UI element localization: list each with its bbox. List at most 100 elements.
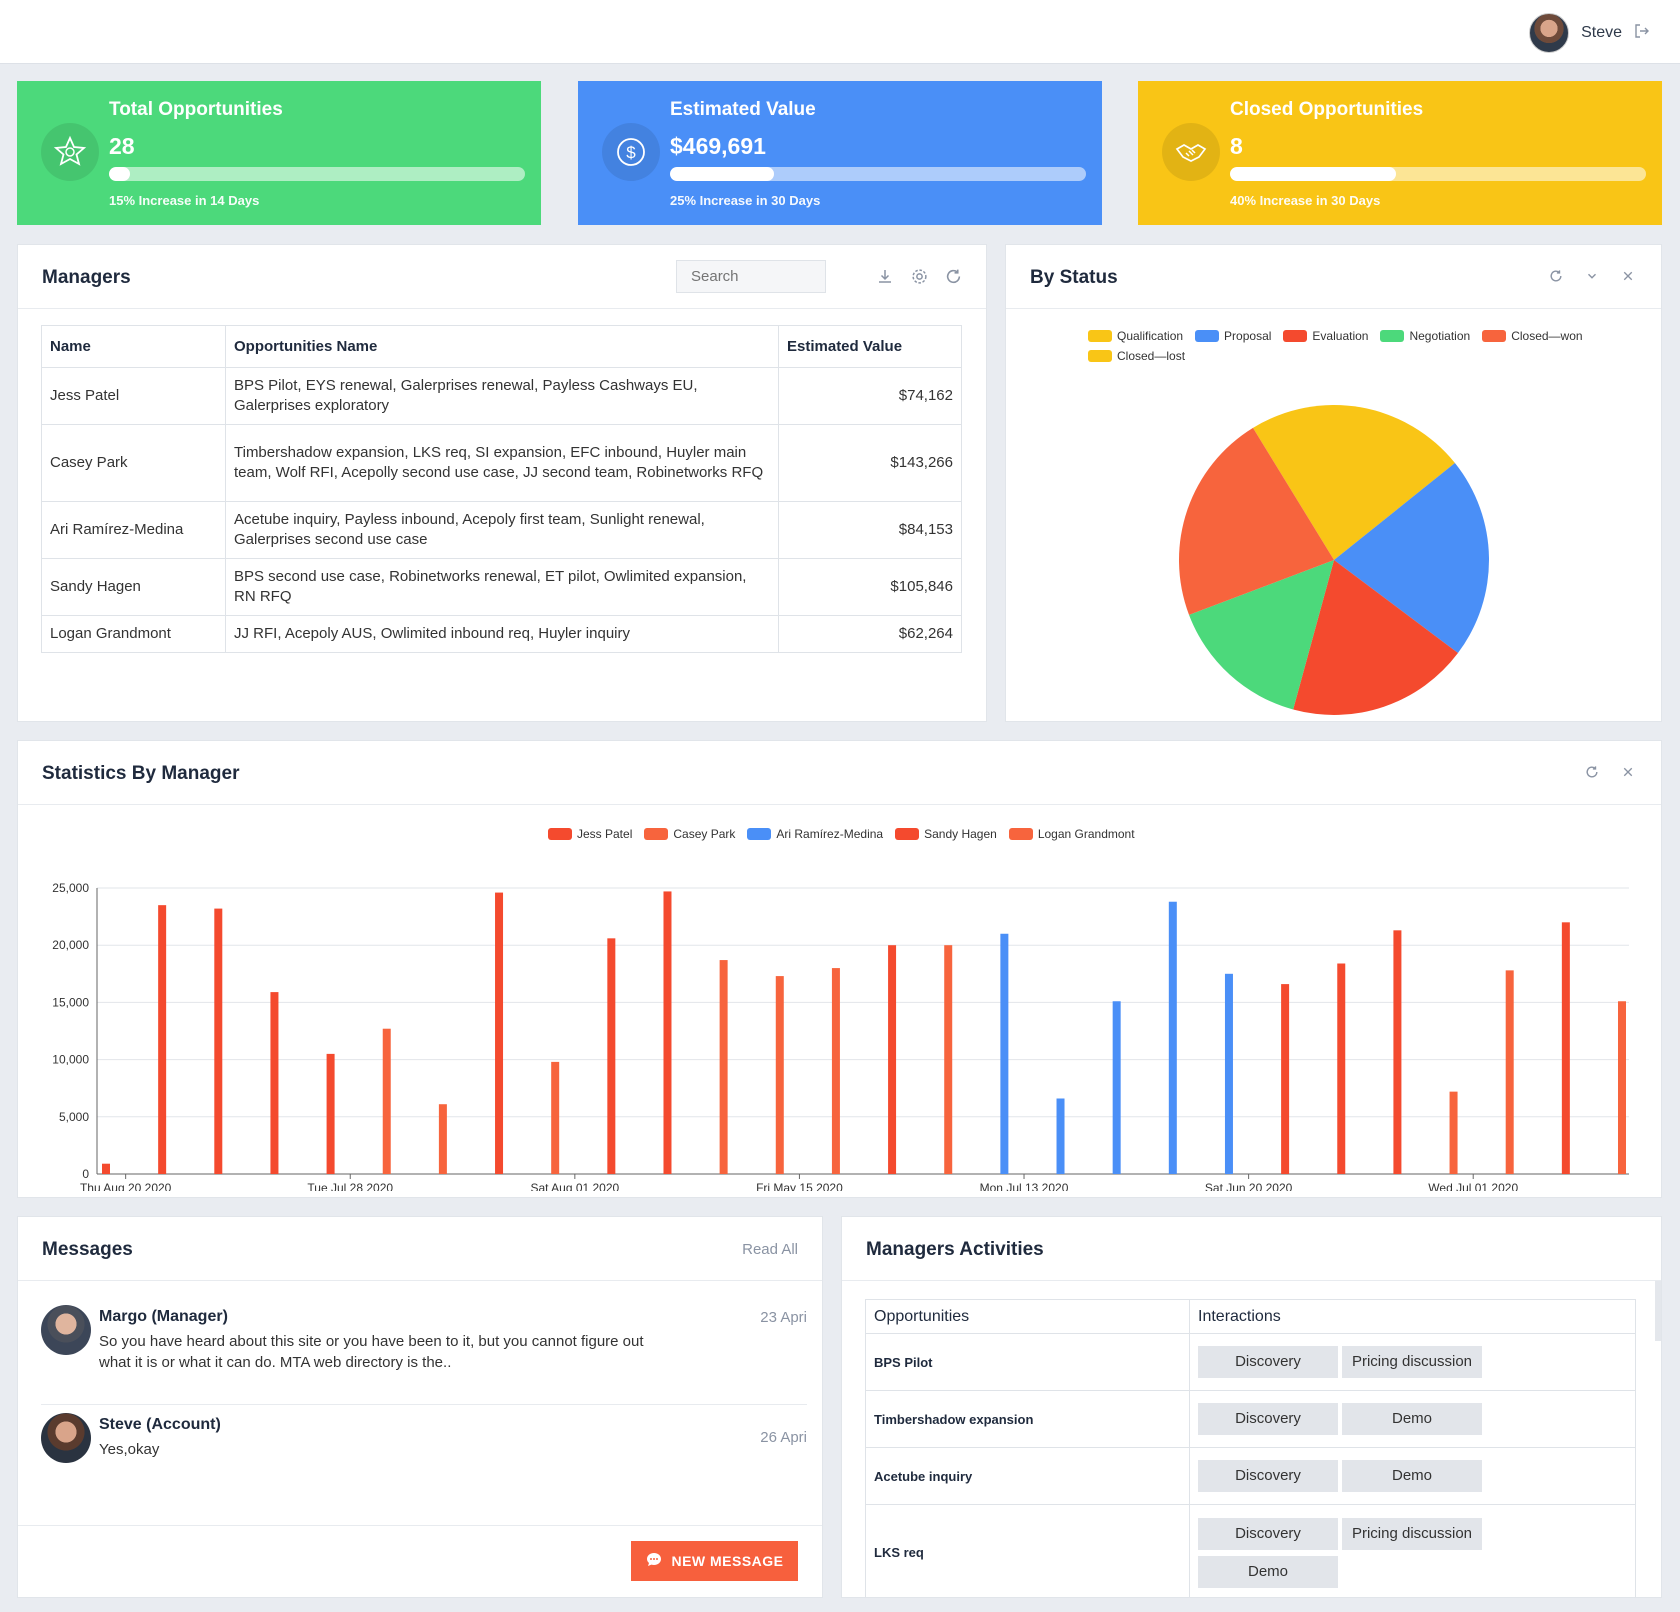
column-header-opportunities[interactable]: Opportunities Name <box>225 325 779 368</box>
refresh-icon[interactable] <box>1583 763 1601 781</box>
x-tick-label: Sat Aug 01 2020 <box>530 1181 619 1191</box>
bar[interactable] <box>607 938 616 1174</box>
table-row[interactable]: Casey Park Timbershadow expansion, LKS r… <box>41 424 962 502</box>
new-message-button[interactable]: NEW MESSAGE <box>631 1541 798 1581</box>
bar[interactable] <box>326 1053 335 1174</box>
bar[interactable] <box>944 945 953 1174</box>
bar[interactable] <box>1168 901 1177 1174</box>
bar[interactable] <box>719 960 728 1174</box>
table-row[interactable]: Sandy Hagen BPS second use case, Robinet… <box>41 558 962 616</box>
legend-item[interactable]: Ari Ramírez-Medina <box>747 827 883 841</box>
table-row[interactable]: LKS req Discovery Pricing discussion Demo <box>865 1504 1636 1597</box>
pie-slice[interactable] <box>1293 560 1458 715</box>
bar[interactable] <box>270 992 279 1174</box>
pie-slice[interactable] <box>1252 405 1455 560</box>
bar[interactable] <box>831 968 840 1174</box>
legend-item[interactable]: Logan Grandmont <box>1008 827 1135 841</box>
legend-swatch <box>1283 330 1308 342</box>
legend-item[interactable]: Closed—lost <box>1088 349 1185 363</box>
bar[interactable] <box>438 1104 447 1174</box>
legend-item[interactable]: Casey Park <box>644 827 735 841</box>
new-message-label: NEW MESSAGE <box>671 1553 784 1569</box>
bar[interactable] <box>551 1061 560 1174</box>
close-icon[interactable] <box>1619 267 1637 285</box>
column-header-interactions[interactable]: Interactions <box>1189 1299 1636 1334</box>
logout-icon[interactable] <box>1634 23 1650 44</box>
pie-slice[interactable] <box>1334 463 1489 654</box>
bar[interactable] <box>1505 970 1514 1174</box>
column-header-opportunities[interactable]: Opportunities <box>865 1299 1190 1334</box>
bar[interactable] <box>1056 1098 1065 1174</box>
legend-item[interactable]: Negotiation <box>1380 329 1470 343</box>
table-row[interactable]: BPS Pilot Discovery Pricing discussion <box>865 1333 1636 1391</box>
bar[interactable] <box>888 945 897 1174</box>
interaction-chip[interactable]: Demo <box>1342 1460 1482 1492</box>
managers-card: Managers Name Opportunities Name Estimat… <box>17 244 987 722</box>
read-all-link[interactable]: Read All <box>742 1241 798 1258</box>
scrollbar[interactable] <box>1655 1281 1661 1341</box>
search-input[interactable] <box>676 260 826 293</box>
interaction-chip[interactable]: Pricing discussion <box>1342 1346 1482 1378</box>
legend-item[interactable]: Evaluation <box>1283 329 1368 343</box>
bar[interactable] <box>382 1028 391 1174</box>
bar[interactable] <box>663 891 672 1174</box>
bar[interactable] <box>1393 930 1402 1174</box>
bar[interactable] <box>1561 922 1570 1174</box>
interaction-chip[interactable]: Discovery <box>1198 1517 1338 1550</box>
table-row[interactable]: Acetube inquiry Discovery Demo <box>865 1447 1636 1505</box>
refresh-icon[interactable] <box>944 267 962 285</box>
user-menu[interactable]: Steve <box>1529 13 1650 53</box>
table-row[interactable]: Logan Grandmont JJ RFI, Acepoly AUS, Owl… <box>41 615 962 653</box>
stat-progress-fill <box>670 167 774 181</box>
opportunity-name: Acetube inquiry <box>865 1447 1190 1505</box>
legend-item[interactable]: Jess Patel <box>548 827 632 841</box>
bar[interactable] <box>1112 1001 1121 1174</box>
legend-item[interactable]: Sandy Hagen <box>895 827 997 841</box>
user-name[interactable]: Steve <box>1581 24 1622 41</box>
card-toolbar <box>1583 763 1637 781</box>
refresh-icon[interactable] <box>1547 267 1565 285</box>
interaction-chip[interactable]: Discovery <box>1198 1460 1338 1492</box>
table-row[interactable]: Jess Patel BPS Pilot, EYS renewal, Galer… <box>41 367 962 425</box>
manager-name: Casey Park <box>41 424 226 502</box>
legend-item[interactable]: Proposal <box>1195 329 1271 343</box>
managers-table: Name Opportunities Name Estimated Value … <box>41 325 962 653</box>
chevron-down-icon[interactable] <box>1583 267 1601 285</box>
stat-note: 15% Increase in 14 Days <box>109 193 260 208</box>
column-header-name[interactable]: Name <box>41 325 226 368</box>
interaction-chip[interactable]: Discovery <box>1198 1346 1338 1378</box>
download-icon[interactable] <box>876 267 894 285</box>
table-row[interactable]: Ari Ramírez-Medina Acetube inquiry, Payl… <box>41 501 962 559</box>
close-icon[interactable] <box>1619 763 1637 781</box>
bar[interactable] <box>1281 984 1290 1174</box>
message-item[interactable]: Steve (Account) Yes,okay 26 Apri <box>41 1413 807 1513</box>
bar[interactable] <box>495 892 504 1174</box>
message-item[interactable]: Margo (Manager) So you have heard about … <box>41 1305 807 1405</box>
avatar[interactable] <box>1529 13 1570 53</box>
pie-slice[interactable] <box>1189 560 1334 710</box>
bar[interactable] <box>1337 963 1346 1174</box>
bar[interactable] <box>102 1163 110 1174</box>
bar[interactable] <box>1000 933 1009 1174</box>
message-text: So you have heard about this site or you… <box>99 1333 644 1371</box>
stat-progress-bar <box>670 167 1086 181</box>
interaction-chip[interactable]: Demo <box>1342 1403 1482 1435</box>
bar[interactable] <box>775 976 784 1174</box>
bar[interactable] <box>158 905 167 1174</box>
statistics-card: Statistics By Manager Jess Patel Casey Pa… <box>17 740 1662 1198</box>
pie-slice[interactable] <box>1179 427 1334 615</box>
table-row[interactable]: Timbershadow expansion Discovery Demo <box>865 1390 1636 1448</box>
bar[interactable] <box>1224 973 1233 1174</box>
statistics-title: Statistics By Manager <box>42 763 240 784</box>
gear-icon[interactable] <box>910 267 928 285</box>
legend-swatch <box>1088 350 1112 362</box>
bar[interactable] <box>1449 1091 1458 1174</box>
bar[interactable] <box>214 908 223 1174</box>
interaction-chip[interactable]: Demo <box>1198 1555 1338 1588</box>
bar[interactable] <box>1618 1001 1626 1174</box>
interaction-chip[interactable]: Discovery <box>1198 1403 1338 1435</box>
legend-item[interactable]: Closed—won <box>1482 329 1583 343</box>
legend-item[interactable]: Qualification <box>1088 329 1183 343</box>
interaction-chip[interactable]: Pricing discussion <box>1342 1517 1482 1550</box>
column-header-estimated-value[interactable]: Estimated Value <box>778 325 962 368</box>
